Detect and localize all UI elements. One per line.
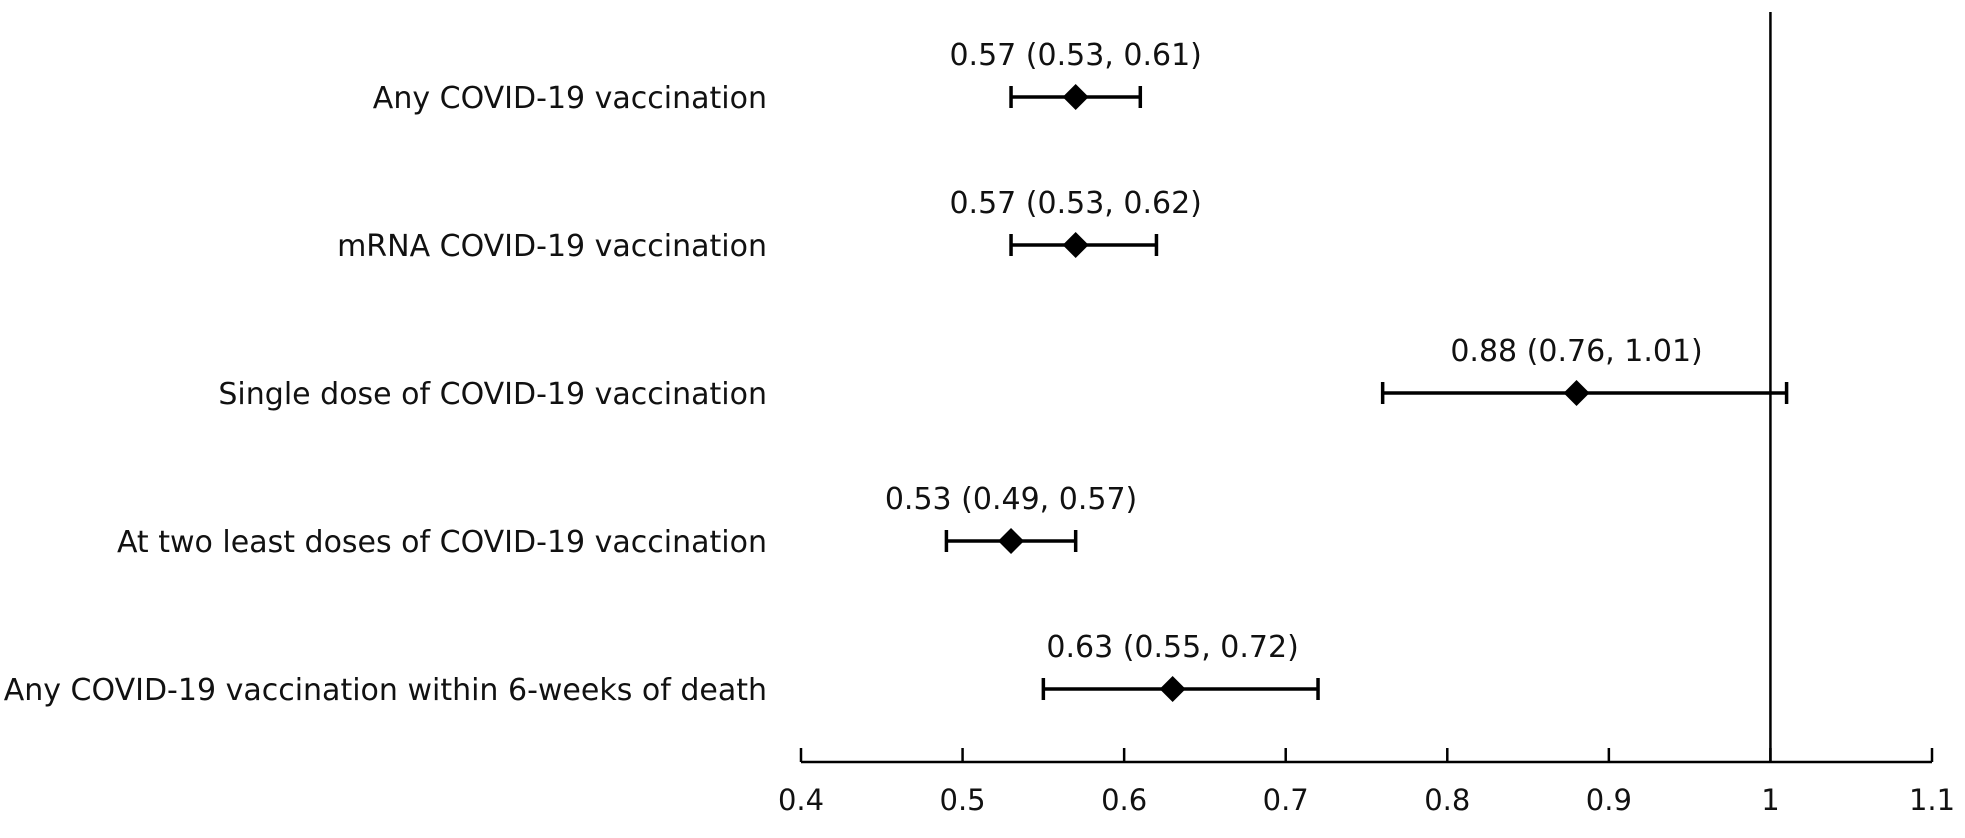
point-estimate-marker xyxy=(1563,380,1590,406)
row-label: Any COVID-19 vaccination within 6-weeks … xyxy=(4,673,767,708)
estimate-annotation: 0.57 (0.53, 0.62) xyxy=(949,186,1201,221)
row-label: At two least doses of COVID-19 vaccinati… xyxy=(117,525,767,560)
row-label: Any COVID-19 vaccination xyxy=(373,81,767,116)
x-tick-label: 0.4 xyxy=(778,783,824,817)
estimate-annotation: 0.88 (0.76, 1.01) xyxy=(1450,334,1702,369)
x-tick-label: 0.5 xyxy=(940,783,986,817)
x-tick-label: 0.7 xyxy=(1263,783,1309,817)
x-tick-label: 1 xyxy=(1761,783,1779,817)
x-tick-label: 0.9 xyxy=(1586,783,1632,817)
estimate-annotation: 0.57 (0.53, 0.61) xyxy=(949,38,1201,73)
point-estimate-marker xyxy=(1062,84,1089,110)
x-tick-label: 0.8 xyxy=(1424,783,1470,817)
forest-row: mRNA COVID-19 vaccination 0.57 (0.53, 0.6… xyxy=(337,186,1202,264)
row-label: mRNA COVID-19 vaccination xyxy=(337,229,767,264)
forest-row: At two least doses of COVID-19 vaccinati… xyxy=(117,482,1137,560)
point-estimate-marker xyxy=(1062,232,1089,258)
forest-row: Any COVID-19 vaccination 0.57 (0.53, 0.61… xyxy=(373,38,1202,116)
point-estimate-marker xyxy=(1159,676,1186,702)
x-tick-label: 0.6 xyxy=(1101,783,1147,817)
estimate-annotation: 0.63 (0.55, 0.72) xyxy=(1046,630,1298,665)
estimate-annotation: 0.53 (0.49, 0.57) xyxy=(885,482,1137,517)
forest-row: Single dose of COVID-19 vaccination 0.88 … xyxy=(218,334,1789,412)
row-label: Single dose of COVID-19 vaccination xyxy=(218,377,767,412)
point-estimate-marker xyxy=(998,528,1025,554)
x-tick-label: 1.1 xyxy=(1909,783,1955,817)
forest-row: Any COVID-19 vaccination within 6-weeks … xyxy=(4,630,1320,708)
